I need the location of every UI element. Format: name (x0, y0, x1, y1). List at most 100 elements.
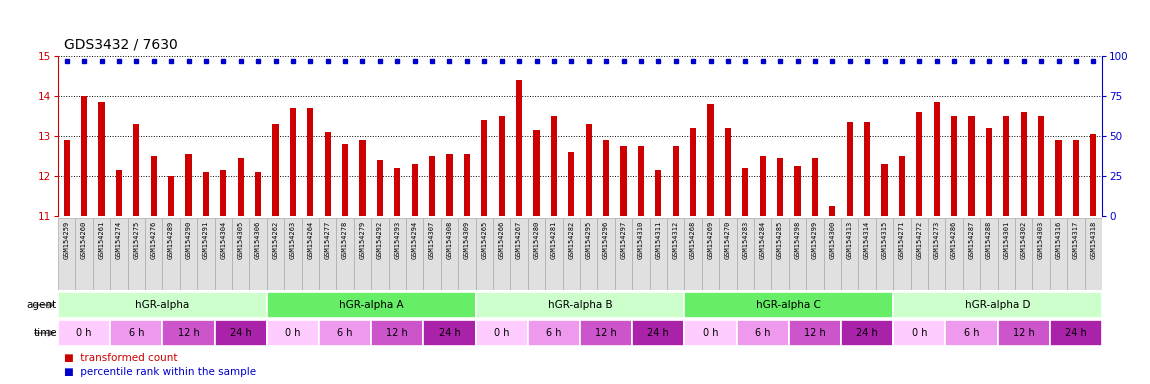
Bar (846, 122, 853, 216)
Bar (267, 320, 319, 346)
Bar (789, 320, 841, 346)
Bar (446, 154, 453, 216)
Bar (829, 206, 835, 216)
Bar (707, 104, 713, 216)
Bar (354, 218, 371, 290)
Text: GSM154307: GSM154307 (429, 221, 435, 259)
Bar (342, 144, 348, 216)
Bar (267, 292, 476, 318)
Bar (528, 218, 545, 290)
Text: GSM154313: GSM154313 (846, 221, 852, 259)
Bar (1021, 112, 1027, 216)
Text: 12 h: 12 h (386, 328, 408, 338)
Bar (806, 218, 823, 290)
Bar (894, 320, 945, 346)
Bar (81, 96, 87, 216)
Bar (719, 218, 737, 290)
Bar (215, 218, 232, 290)
Bar (876, 218, 894, 290)
Bar (795, 166, 800, 216)
Text: 12 h: 12 h (177, 328, 199, 338)
Text: GSM154316: GSM154316 (1056, 221, 1061, 259)
Bar (377, 160, 383, 216)
Bar (116, 170, 122, 216)
Bar (673, 146, 678, 216)
Bar (389, 218, 406, 290)
Text: GSM154312: GSM154312 (673, 221, 678, 259)
Text: 6 h: 6 h (754, 328, 770, 338)
Bar (273, 124, 278, 216)
Text: GSM154266: GSM154266 (499, 221, 505, 259)
Bar (621, 146, 627, 216)
Bar (337, 218, 354, 290)
Bar (99, 102, 105, 216)
Bar (1050, 218, 1067, 290)
Text: agent: agent (26, 300, 56, 310)
Text: GSM154264: GSM154264 (307, 221, 313, 259)
Text: GSM154291: GSM154291 (202, 221, 209, 259)
Bar (777, 158, 783, 216)
Bar (632, 320, 684, 346)
Bar (463, 154, 470, 216)
Bar (684, 218, 702, 290)
Text: GSM154276: GSM154276 (151, 221, 156, 259)
Text: GSM154278: GSM154278 (342, 221, 348, 259)
Bar (823, 218, 841, 290)
Bar (481, 120, 488, 216)
Text: GSM154317: GSM154317 (1073, 221, 1079, 259)
Text: GSM154296: GSM154296 (603, 221, 610, 259)
Bar (1084, 218, 1102, 290)
Bar (360, 140, 366, 216)
Bar (232, 218, 250, 290)
Bar (585, 124, 592, 216)
Bar (423, 320, 476, 346)
Bar (632, 218, 650, 290)
Text: GSM154299: GSM154299 (812, 221, 818, 259)
Bar (997, 218, 1015, 290)
Text: GSM154297: GSM154297 (621, 221, 627, 259)
Bar (858, 218, 876, 290)
Bar (690, 128, 696, 216)
Text: GSM154303: GSM154303 (1038, 221, 1044, 259)
Bar (238, 158, 244, 216)
Bar (290, 108, 296, 216)
Text: GSM154269: GSM154269 (707, 221, 713, 259)
Bar (684, 292, 894, 318)
Text: ■  percentile rank within the sample: ■ percentile rank within the sample (63, 367, 255, 377)
Text: 24 h: 24 h (230, 328, 252, 338)
Bar (493, 218, 511, 290)
Bar (476, 320, 528, 346)
Text: 0 h: 0 h (285, 328, 300, 338)
Text: GSM154292: GSM154292 (377, 221, 383, 259)
Bar (968, 116, 974, 216)
Bar (1033, 218, 1050, 290)
Bar (394, 168, 400, 216)
Text: GSM154309: GSM154309 (463, 221, 470, 259)
Text: 0 h: 0 h (703, 328, 719, 338)
Bar (911, 218, 928, 290)
Bar (221, 170, 227, 216)
Bar (754, 218, 772, 290)
Bar (702, 218, 719, 290)
Bar (894, 218, 911, 290)
Bar (267, 218, 284, 290)
Text: GSM154310: GSM154310 (638, 221, 644, 259)
Bar (841, 218, 858, 290)
Bar (406, 218, 423, 290)
Bar (1038, 116, 1044, 216)
Text: GSM154273: GSM154273 (934, 221, 940, 259)
Text: GSM154306: GSM154306 (255, 221, 261, 259)
Text: 0 h: 0 h (494, 328, 509, 338)
Bar (76, 218, 93, 290)
Bar (319, 218, 337, 290)
Bar (185, 154, 192, 216)
Bar (772, 218, 789, 290)
Text: 24 h: 24 h (438, 328, 460, 338)
Bar (197, 218, 215, 290)
Text: GSM154290: GSM154290 (185, 221, 192, 259)
Bar (667, 218, 684, 290)
Text: GSM154311: GSM154311 (656, 221, 661, 259)
Bar (638, 146, 644, 216)
Text: GSM154263: GSM154263 (290, 221, 296, 259)
Text: 6 h: 6 h (337, 328, 353, 338)
